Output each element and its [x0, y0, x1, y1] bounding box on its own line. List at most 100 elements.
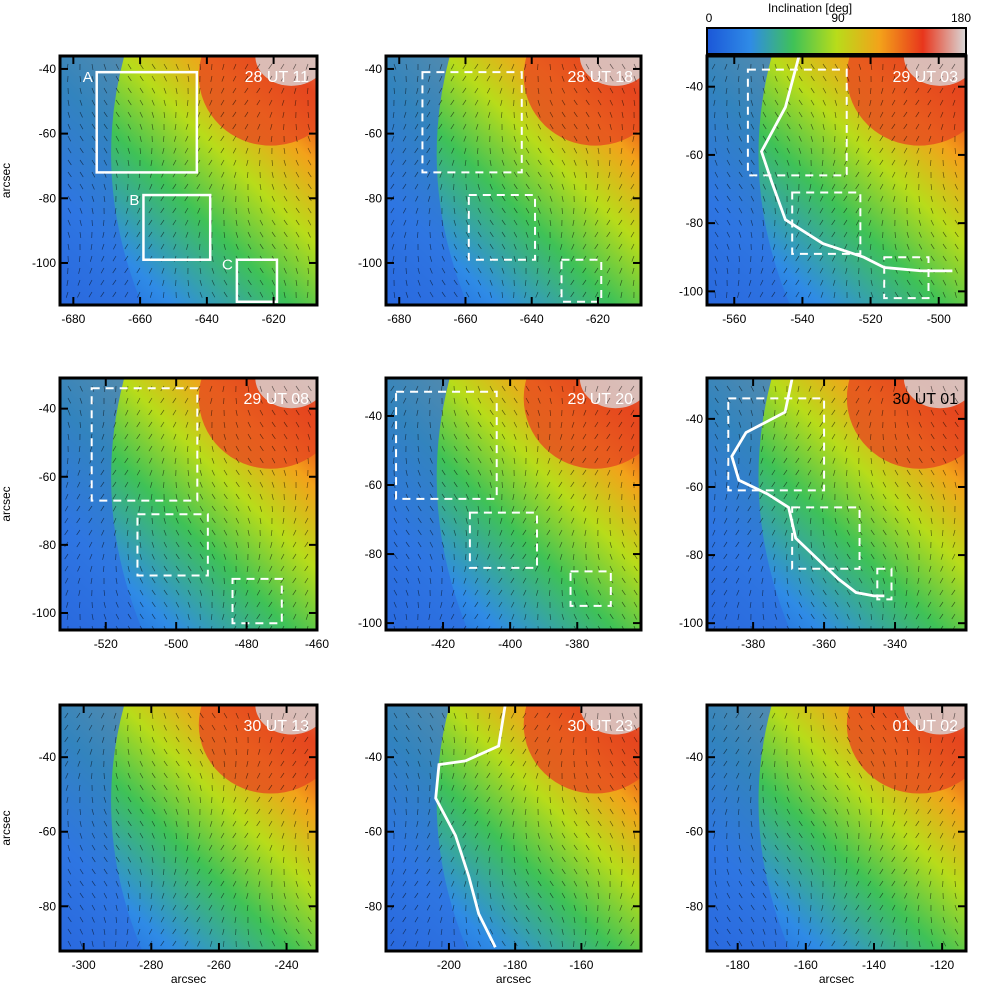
panel-time-label: 30 UT 13 [243, 718, 309, 735]
y-tick-label: -60 [365, 478, 383, 492]
x-tick-label: -680 [387, 312, 411, 326]
x-tick-label: -420 [431, 637, 455, 651]
y-tick-label: -80 [686, 899, 704, 913]
positive-polarity-region [707, 705, 790, 951]
panel-time-label: 01 UT 02 [892, 718, 958, 735]
panel-p2: 28 UT 18 -680 -660 -640 -620 -40 -60 -80 -100 [358, 54, 643, 326]
x-tick-label: -380 [741, 637, 765, 651]
x-tick-label: -620 [262, 312, 286, 326]
umbra-core [255, 378, 317, 409]
region-label-b: B [129, 192, 139, 209]
x-tick-label: -660 [128, 312, 152, 326]
x-tick-label: -180 [503, 958, 527, 972]
panel-p5: 29 UT 20 -420 -400 -380 -40 -60 -80 -100 [358, 376, 643, 651]
field-vectors [390, 63, 637, 305]
region-box-a [95, 70, 199, 174]
x-tick-label: -360 [812, 637, 836, 651]
x-tick-label: -140 [862, 958, 886, 972]
y-tick-label: -60 [39, 825, 57, 839]
panel-frame [384, 54, 643, 307]
panel-p3: 29 UT 03 -560 -540 -520 -500 -40 -60 -80 -100 [679, 54, 968, 326]
y-tick-label: -80 [39, 191, 57, 205]
x-tick-label: -400 [498, 637, 522, 651]
region-box [727, 397, 826, 492]
colorbar-title: Inclination [deg] [768, 1, 852, 15]
x-tick-label: -540 [790, 312, 814, 326]
y-tick-label: -60 [39, 127, 57, 141]
y-tick-label: -80 [365, 547, 383, 561]
region-box [467, 194, 537, 261]
y-tick-label: -100 [358, 256, 382, 270]
colorbar-min-label: 0 [706, 11, 713, 25]
x-tick-label: -520 [859, 312, 883, 326]
x-axis-label: arcsec [171, 972, 206, 986]
positive-polarity-region [707, 378, 790, 630]
positive-polarity-region [60, 378, 143, 630]
region-label-c: C [222, 257, 233, 274]
panel-frame [705, 54, 968, 307]
positive-polarity-region [60, 705, 143, 951]
y-tick-label: -40 [686, 750, 704, 764]
x-tick-label: -300 [72, 958, 96, 972]
umbra-core [579, 705, 641, 735]
x-tick-label: -660 [453, 312, 477, 326]
y-tick-label: -100 [679, 284, 703, 298]
y-tick-label: -80 [39, 899, 57, 913]
x-tick-label: -160 [794, 958, 818, 972]
y-tick-label: -40 [686, 80, 704, 94]
x-tick-label: -640 [195, 312, 219, 326]
region-box [395, 390, 498, 500]
field-vectors [390, 712, 638, 948]
x-axis-label: arcsec [819, 972, 854, 986]
panel-time-label: 29 UT 08 [243, 391, 309, 408]
x-tick-label: -160 [569, 958, 593, 972]
x-tick-label: -680 [61, 312, 85, 326]
field-vectors [64, 712, 312, 948]
polarity-boundary [730, 378, 885, 598]
panel-frame [705, 376, 968, 632]
y-tick-label: -60 [686, 825, 704, 839]
panel-time-label: 28 UT 18 [567, 69, 633, 86]
region-box [569, 570, 612, 607]
panel-p8: 30 UT 23 -200 -180 -160 -40 -60 -80 arcsec [365, 703, 643, 986]
polarity-boundary [759, 56, 953, 273]
region-box [560, 258, 603, 303]
panel-time-label: 29 UT 03 [892, 69, 958, 86]
y-tick-label: -60 [365, 127, 383, 141]
region-box-b [142, 193, 212, 261]
polarity-boundary [434, 705, 507, 948]
x-tick-label: -560 [722, 312, 746, 326]
panel-time-label: 30 UT 01 [892, 391, 958, 408]
region-box [231, 577, 283, 625]
panel-frame [58, 376, 319, 632]
panel-frame [384, 703, 643, 953]
y-tick-label: -40 [365, 62, 383, 76]
panel-frame [58, 703, 319, 953]
x-axis-label: arcsec [496, 972, 531, 986]
x-tick-label: -460 [305, 637, 329, 651]
panel-frame [384, 376, 643, 632]
region-box [468, 511, 538, 569]
region-box-c [235, 258, 279, 304]
panel-p1: A B C 28 UT 11 -680 -660 -640 -620 -40 -60 -80 -100… [0, 54, 319, 326]
x-tick-label: -280 [139, 958, 163, 972]
x-tick-label: -520 [94, 637, 118, 651]
panel-time-label: 30 UT 23 [567, 718, 633, 735]
umbra-core [579, 56, 641, 86]
y-tick-label: -40 [39, 62, 57, 76]
y-tick-label: -40 [365, 750, 383, 764]
panel-p6: 30 UT 01 -380 -360 -340 -40 -60 -80 -100 [679, 376, 968, 651]
y-tick-label: -80 [365, 191, 383, 205]
y-tick-label: -80 [686, 216, 704, 230]
region-box [746, 68, 848, 177]
x-tick-label: -180 [726, 958, 750, 972]
umbra-core [903, 56, 966, 86]
y-tick-label: -40 [686, 412, 704, 426]
y-tick-label: -100 [32, 256, 56, 270]
x-tick-label: -500 [927, 312, 951, 326]
y-tick-label: -60 [39, 470, 57, 484]
field-vectors [711, 712, 959, 948]
x-tick-label: -200 [437, 958, 461, 972]
colorbar-mid-label: 90 [831, 11, 845, 25]
